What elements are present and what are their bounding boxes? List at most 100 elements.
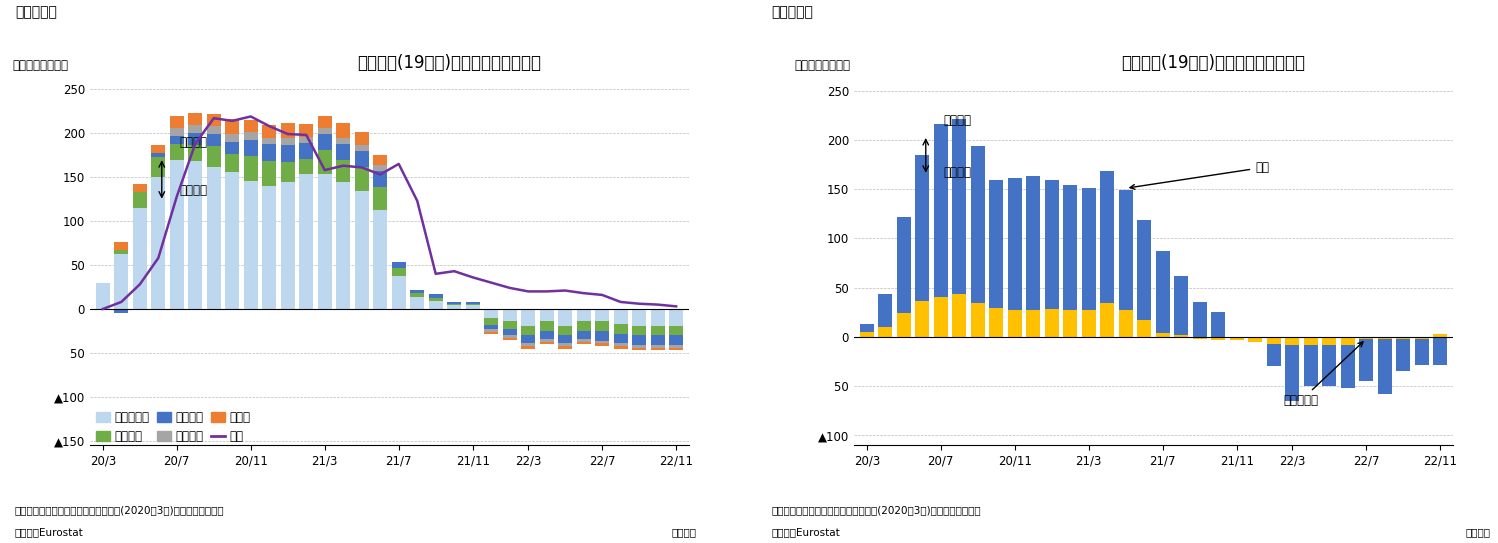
Bar bbox=[373, 155, 386, 165]
Bar bbox=[373, 165, 386, 171]
Bar bbox=[244, 181, 258, 309]
Bar bbox=[860, 324, 873, 337]
Bar bbox=[577, 339, 590, 342]
Bar bbox=[373, 187, 386, 210]
Bar bbox=[262, 186, 276, 309]
Bar bbox=[318, 134, 331, 150]
Bar bbox=[503, 336, 517, 338]
Bar bbox=[595, 331, 610, 340]
Bar bbox=[1267, 337, 1281, 367]
Text: （基準差、万人）: （基準差、万人） bbox=[12, 59, 67, 72]
Bar bbox=[1174, 276, 1188, 337]
Bar bbox=[410, 289, 424, 293]
Bar bbox=[1341, 337, 1354, 388]
Bar bbox=[1192, 337, 1206, 339]
Text: （月次）: （月次） bbox=[1465, 527, 1491, 536]
Bar bbox=[244, 156, 258, 181]
Bar bbox=[1248, 337, 1263, 342]
Bar bbox=[448, 304, 461, 306]
Bar bbox=[1192, 301, 1206, 337]
Text: 失業者減: 失業者減 bbox=[180, 184, 208, 197]
Bar bbox=[1303, 337, 1318, 345]
Bar bbox=[595, 340, 610, 343]
Bar bbox=[1212, 312, 1225, 337]
Bar bbox=[169, 116, 184, 128]
Bar bbox=[1101, 171, 1115, 337]
Bar bbox=[169, 144, 184, 160]
Bar bbox=[151, 177, 165, 309]
Bar bbox=[355, 167, 369, 191]
Bar bbox=[915, 300, 929, 337]
Bar bbox=[318, 150, 331, 174]
Bar bbox=[373, 210, 386, 309]
Bar bbox=[169, 136, 184, 144]
Bar bbox=[225, 134, 240, 142]
Bar bbox=[1378, 337, 1392, 394]
Bar bbox=[559, 346, 572, 349]
Bar bbox=[1248, 337, 1263, 342]
Bar bbox=[280, 138, 295, 144]
Bar bbox=[428, 294, 442, 298]
Bar bbox=[244, 120, 258, 132]
Bar bbox=[1082, 311, 1095, 337]
Bar bbox=[114, 242, 129, 250]
Bar bbox=[614, 346, 628, 349]
Bar bbox=[169, 160, 184, 309]
Text: 全体: 全体 bbox=[1129, 161, 1269, 190]
Bar bbox=[1285, 337, 1299, 401]
Bar bbox=[466, 302, 479, 304]
Bar bbox=[632, 345, 646, 348]
Bar bbox=[1212, 337, 1225, 340]
Bar bbox=[262, 137, 276, 144]
Bar bbox=[189, 146, 202, 161]
Bar bbox=[337, 137, 351, 144]
Bar bbox=[337, 182, 351, 309]
Bar bbox=[373, 171, 386, 187]
Bar bbox=[503, 338, 517, 340]
Bar bbox=[207, 134, 220, 147]
Bar bbox=[1434, 334, 1447, 337]
Bar bbox=[207, 114, 220, 126]
Bar bbox=[1359, 337, 1374, 339]
Bar bbox=[577, 309, 590, 321]
Bar bbox=[933, 296, 948, 337]
Title: ユーロ圏(19か国)の累積失業者数変化: ユーロ圏(19か国)の累積失業者数変化 bbox=[358, 54, 541, 72]
Bar bbox=[1026, 311, 1040, 337]
Bar bbox=[207, 126, 220, 134]
Bar bbox=[392, 262, 406, 268]
Bar bbox=[559, 343, 572, 346]
Bar bbox=[650, 348, 665, 350]
Bar bbox=[244, 132, 258, 140]
Bar bbox=[521, 343, 535, 346]
Bar bbox=[484, 318, 499, 325]
Bar bbox=[614, 343, 628, 346]
Bar bbox=[1323, 337, 1336, 345]
Bar bbox=[1341, 337, 1354, 345]
Bar bbox=[539, 331, 554, 339]
Bar bbox=[521, 346, 535, 349]
Bar bbox=[300, 137, 313, 143]
Bar bbox=[280, 182, 295, 309]
Bar bbox=[521, 326, 535, 336]
Bar bbox=[466, 304, 479, 306]
Bar bbox=[484, 332, 499, 333]
Bar bbox=[262, 144, 276, 161]
Bar bbox=[355, 191, 369, 309]
Title: ユーロ圏(19か国)の累積失業者数変化: ユーロ圏(19か国)の累積失業者数変化 bbox=[1122, 54, 1305, 72]
Bar bbox=[650, 309, 665, 326]
Bar bbox=[280, 162, 295, 182]
Bar bbox=[151, 157, 165, 177]
Bar bbox=[318, 116, 331, 128]
Bar bbox=[632, 326, 646, 336]
Bar bbox=[503, 309, 517, 321]
Bar bbox=[448, 306, 461, 309]
Bar bbox=[670, 336, 683, 345]
Bar bbox=[337, 123, 351, 137]
Bar bbox=[1008, 311, 1022, 337]
Bar bbox=[878, 327, 893, 337]
Bar bbox=[614, 324, 628, 333]
Bar bbox=[337, 144, 351, 160]
Bar bbox=[1230, 337, 1243, 340]
Bar bbox=[897, 313, 911, 337]
Bar bbox=[614, 333, 628, 343]
